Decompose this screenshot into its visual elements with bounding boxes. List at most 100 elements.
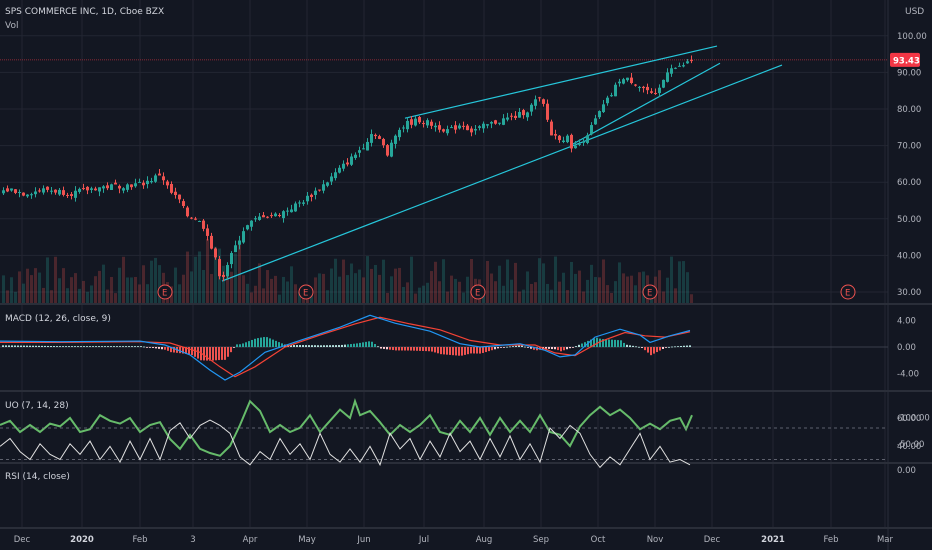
candle — [230, 251, 233, 269]
candle — [286, 207, 289, 216]
macd-histogram-bar — [257, 338, 259, 347]
candle — [550, 119, 553, 136]
candle — [114, 179, 117, 185]
candle — [26, 194, 29, 198]
candle — [314, 187, 317, 200]
macd-histogram-bar — [215, 347, 217, 361]
candle — [522, 108, 525, 119]
svg-text:E: E — [647, 289, 652, 299]
earnings-marker[interactable]: E — [470, 284, 486, 300]
earnings-marker[interactable]: E — [298, 284, 314, 300]
candle — [462, 121, 465, 130]
macd-histogram-bar — [638, 346, 640, 348]
trend-line[interactable] — [404, 45, 718, 119]
candle — [162, 172, 165, 185]
x-tick-label: Dec — [14, 535, 31, 545]
macd-histogram-bar — [137, 346, 139, 347]
macd-histogram-bar — [245, 342, 247, 347]
macd-histogram-bar — [206, 347, 208, 361]
trend-lines[interactable] — [221, 45, 783, 282]
macd-histogram-bar — [422, 347, 424, 351]
candle — [630, 72, 633, 85]
candle — [262, 211, 265, 218]
macd-histogram-bar — [602, 339, 604, 347]
macd-histogram-bar — [254, 338, 256, 347]
price-tick-label: 50.00 — [897, 215, 921, 225]
last-price-tag: 93.43 — [890, 52, 920, 67]
macd-histogram-bar — [17, 345, 19, 347]
x-tick-label: Jul — [418, 535, 429, 545]
candle — [102, 185, 105, 193]
earnings-marker[interactable]: E — [840, 284, 856, 300]
earnings-marker[interactable]: E — [157, 284, 173, 300]
candle — [458, 123, 461, 130]
macd-histogram-bar — [398, 347, 400, 351]
macd-histogram-bar — [446, 347, 448, 355]
x-tick-label: Apr — [243, 535, 258, 545]
macd-histogram-bar — [317, 345, 319, 347]
macd-histogram-bar — [191, 347, 193, 356]
candle — [506, 112, 509, 122]
trend-line[interactable] — [221, 64, 783, 282]
candle — [174, 187, 177, 199]
candle — [354, 152, 357, 160]
macd-histogram-bar — [635, 346, 637, 348]
candle — [614, 82, 617, 97]
candle — [166, 179, 169, 189]
macd-histogram-bar — [614, 339, 616, 347]
candle — [342, 160, 345, 172]
candle — [246, 224, 249, 231]
candle — [582, 137, 585, 146]
rsi-tick-label: 0.00 — [897, 466, 916, 476]
macd-histogram-bar — [623, 342, 625, 347]
macd-histogram-bar — [389, 347, 391, 350]
candle — [254, 215, 257, 222]
candle — [646, 83, 649, 95]
candle — [150, 177, 153, 184]
axes: 100.0090.0080.0070.0060.0050.0040.0030.0… — [14, 32, 927, 545]
candle — [598, 110, 601, 119]
macd-histogram-bar — [119, 346, 121, 347]
macd-histogram-bar — [269, 338, 271, 347]
candle — [30, 192, 33, 199]
macd-histogram-bar — [503, 347, 505, 348]
macd-tick-label: 0.00 — [897, 343, 916, 353]
candle — [398, 127, 401, 141]
macd-histogram-bar — [227, 347, 229, 357]
macd-histogram-bar — [584, 342, 586, 347]
candle — [278, 213, 281, 218]
macd-histogram-bar — [416, 347, 418, 351]
macd-histogram-bar — [209, 347, 211, 361]
macd-histogram-bar — [14, 345, 16, 347]
macd-histogram-bar — [647, 347, 649, 353]
macd-histogram-bar — [425, 347, 427, 352]
macd-histogram-bar — [248, 341, 250, 347]
candle — [418, 115, 421, 124]
candle — [34, 187, 37, 198]
macd-histogram-bar — [650, 347, 652, 356]
macd-histogram-bar — [452, 347, 454, 356]
macd-histogram-bar — [428, 347, 430, 352]
candle — [190, 216, 193, 220]
macd-histogram-bar — [32, 345, 34, 347]
candle — [22, 192, 25, 197]
macd-histogram-bar — [548, 347, 550, 349]
macd-histogram-bar — [677, 346, 679, 347]
price-tick-label: 60.00 — [897, 178, 921, 188]
earnings-marker[interactable]: E — [642, 284, 658, 300]
candle — [626, 77, 629, 82]
macd-histogram-bar — [122, 346, 124, 347]
candle — [494, 119, 497, 125]
macd-histogram-bar — [299, 345, 301, 347]
candle — [618, 78, 621, 87]
macd-histogram-bar — [488, 347, 490, 352]
candle — [690, 55, 693, 64]
svg-text:93.43: 93.43 — [893, 56, 920, 66]
macd-histogram-bar — [38, 345, 40, 347]
trend-line[interactable] — [569, 62, 721, 147]
candle — [662, 79, 665, 89]
macd-histogram-bar — [71, 346, 73, 347]
candle — [294, 201, 297, 212]
